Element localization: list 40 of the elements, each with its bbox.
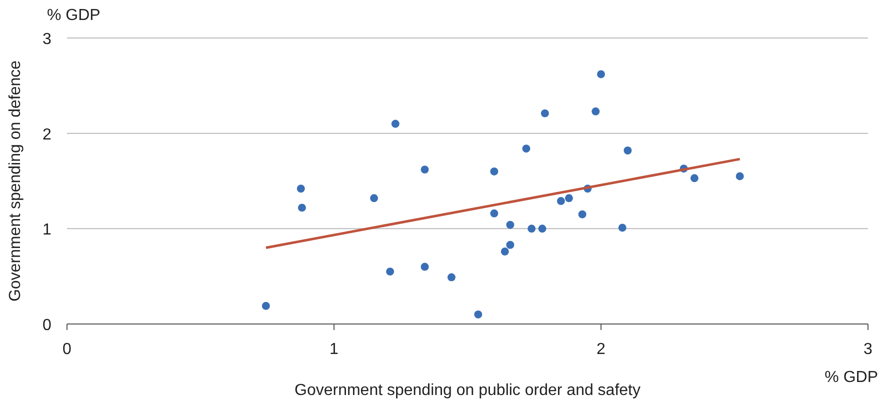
point (386, 268, 394, 276)
x-axis-title: Government spending on public order and safety (294, 382, 640, 399)
point (490, 167, 498, 176)
y-tick-label: 1 (42, 222, 52, 239)
point (690, 174, 698, 182)
y-axis-title: Government spending on defence (7, 60, 24, 302)
point (474, 310, 482, 318)
point (490, 209, 498, 218)
point (298, 204, 306, 212)
x-tick-label: 2 (596, 341, 606, 358)
point (506, 240, 514, 249)
point (528, 224, 536, 233)
point (296, 184, 305, 193)
point (597, 70, 605, 78)
point (500, 248, 509, 256)
text: % GDP (824, 369, 878, 386)
point (564, 194, 573, 202)
point (391, 120, 400, 128)
point (420, 262, 429, 271)
point (556, 197, 565, 205)
point (538, 224, 546, 233)
point (624, 146, 632, 154)
point (420, 166, 429, 174)
point (578, 210, 586, 218)
text: % GDP (47, 7, 100, 24)
point (506, 220, 514, 229)
y-tick-label: 0 (42, 317, 52, 334)
point (592, 107, 600, 116)
x-tick-label: 3 (864, 341, 873, 358)
point (262, 302, 270, 310)
x-tick-label: 0 (62, 341, 72, 358)
y-tick-label: 3 (42, 31, 52, 48)
point (522, 144, 530, 153)
point (370, 194, 378, 202)
y-tick-label: 2 (42, 126, 52, 144)
point (618, 224, 626, 232)
point (540, 109, 549, 118)
point (447, 273, 456, 282)
x-tick-label: 1 (330, 341, 339, 358)
point (736, 172, 744, 180)
